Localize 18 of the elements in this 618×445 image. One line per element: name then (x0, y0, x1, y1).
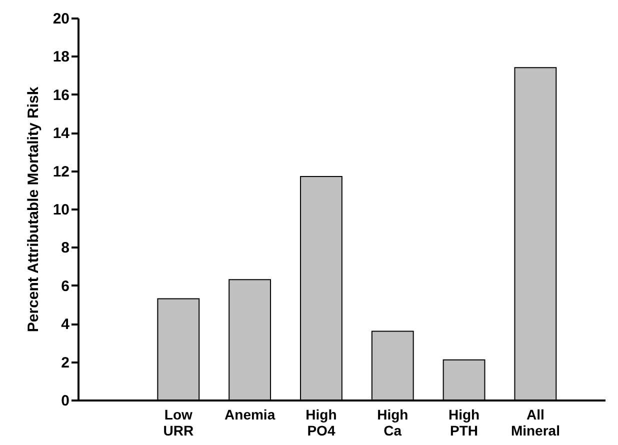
x-tick-label: High PO4 (306, 406, 337, 438)
y-tick-label: 20 (52, 10, 70, 28)
y-tick-label: 10 (52, 202, 70, 218)
x-tick-label: Low URR (163, 406, 194, 438)
y-tick-label: 12 (52, 163, 70, 180)
y-tick-label: 6 (61, 278, 70, 295)
x-tick-label: Anemia (224, 406, 276, 422)
y-tick-label: 18 (52, 48, 70, 66)
y-tick-label: 8 (61, 240, 70, 257)
y-tick-label: 16 (52, 86, 70, 104)
y-axis-title: Percent Attributable Mortality Risk (24, 86, 42, 332)
x-tick-label: High PTH (448, 406, 480, 438)
y-tick-label: 2 (61, 354, 70, 372)
y-tick-label: 14 (52, 125, 70, 142)
x-tick-label: All Mineral (510, 406, 560, 438)
y-tick-label: 0 (61, 392, 70, 410)
x-tick-label: High Ca (377, 406, 408, 438)
y-tick-label: 4 (61, 316, 70, 334)
